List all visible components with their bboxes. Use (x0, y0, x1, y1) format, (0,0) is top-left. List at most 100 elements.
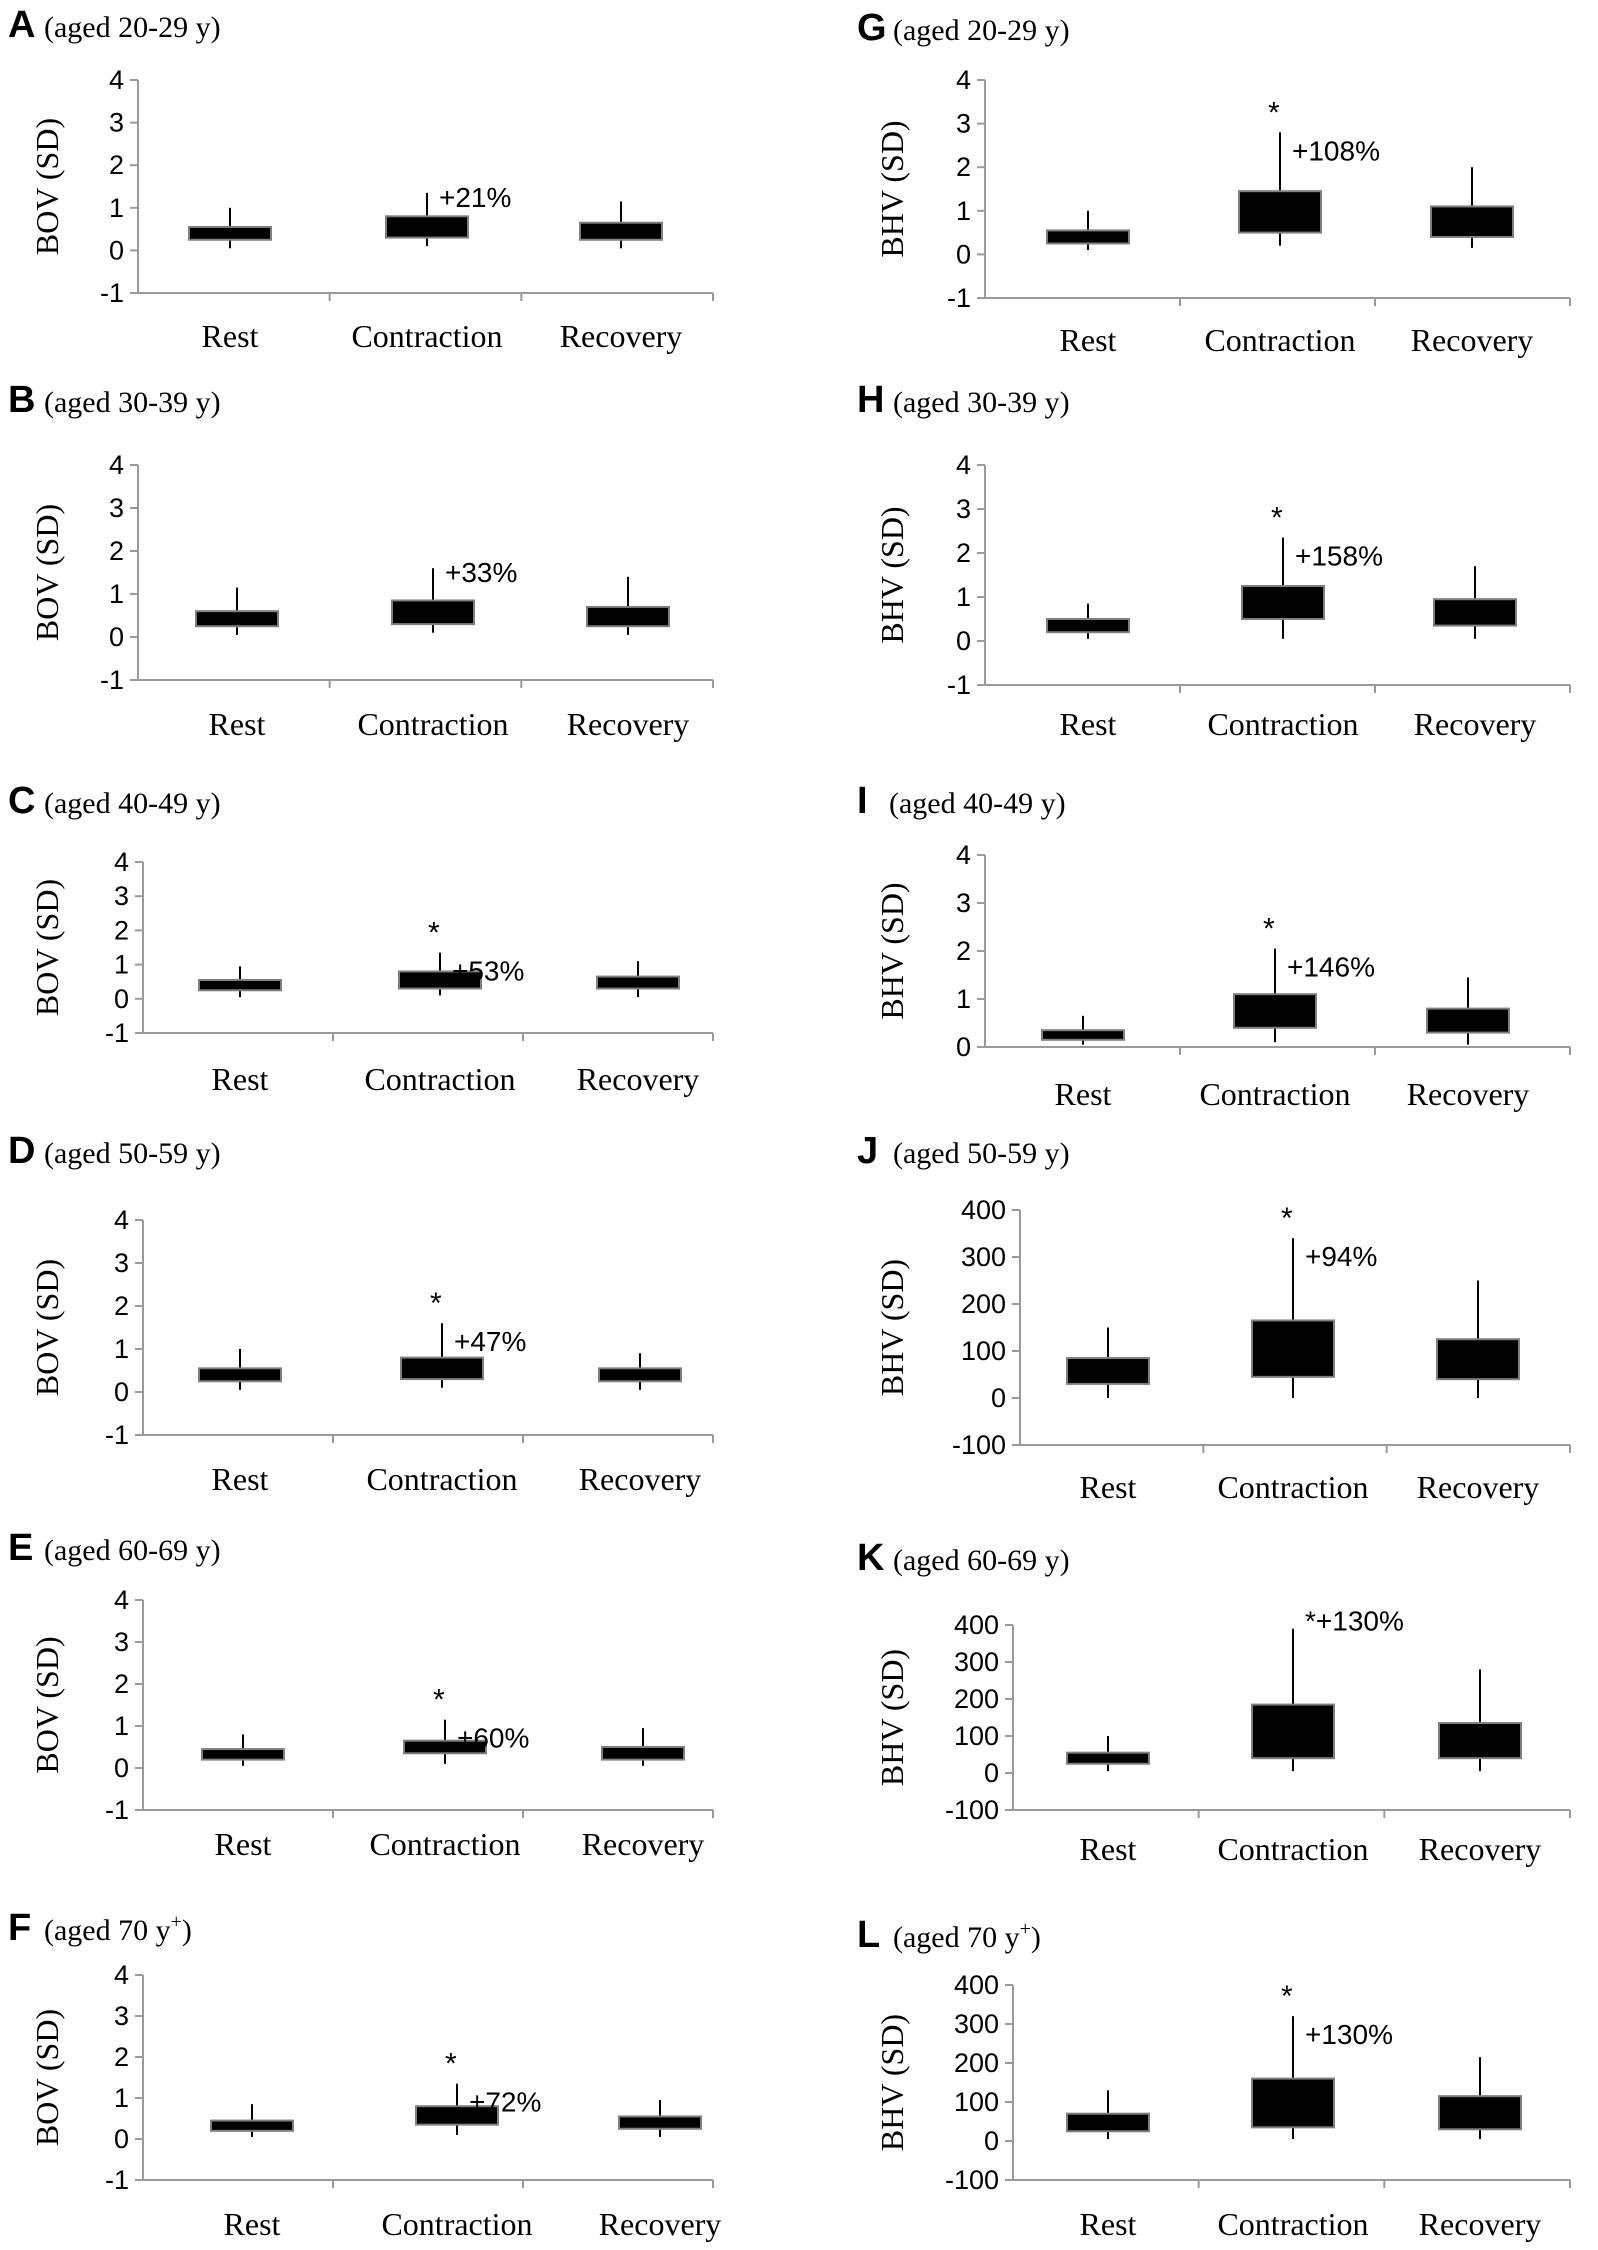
percent-change-label: +33% (445, 557, 517, 588)
y-tick-label: 1 (114, 1334, 129, 1364)
panel-title: (aged 60-69 y) (893, 1544, 1070, 1577)
panel-g: G (aged 20-29 y) BHV (SD) 4 3 2 1 0 -1 Rest Contra… (857, 7, 1571, 358)
category-label: Recovery (1407, 1076, 1530, 1112)
panel-title: (aged 30-39 y) (44, 386, 221, 419)
y-tick-label: -1 (105, 1795, 129, 1825)
box (1066, 1357, 1150, 1385)
category-label: Rest (1060, 706, 1117, 742)
y-axis-label: BHV (SD) (874, 1259, 910, 1396)
y-tick-label: 4 (114, 1960, 129, 1990)
box (1238, 190, 1322, 234)
y-tick-label: 4 (109, 450, 124, 480)
box (598, 1367, 682, 1383)
box (618, 2115, 702, 2130)
y-tick-label: 4 (109, 65, 124, 95)
panel-title: (aged 20-29 y) (893, 14, 1070, 47)
box (198, 978, 282, 992)
y-tick-label: 400 (961, 1195, 1006, 1225)
category-label: Recovery (1417, 1469, 1540, 1505)
panel-a: A (aged 20-29 y) BOV (SD) 4 3 2 1 0 -1 Rest Contra… (8, 4, 714, 354)
y-tick-label: 1 (114, 950, 129, 980)
y-tick-label: -100 (945, 2165, 999, 2195)
category-label: Contraction (1217, 2206, 1368, 2242)
y-tick-label: 400 (954, 1610, 999, 1640)
category-label: Recovery (560, 318, 683, 354)
y-tick-label: 3 (109, 493, 124, 523)
category-label: Recovery (1414, 706, 1537, 742)
panel-e: E (aged 60-69 y) BOV (SD) 4 3 2 1 0 -1 Rest Contra… (8, 1527, 714, 1862)
panel-title-text: (aged 40-49 y) (889, 787, 1066, 820)
y-tick-label: -100 (945, 1795, 999, 1825)
category-label: Rest (1080, 1831, 1137, 1867)
panel-title: (aged 30-39 y) (893, 386, 1070, 419)
percent-change-label: +72% (469, 2087, 541, 2118)
y-tick-label: 2 (114, 915, 129, 945)
box (198, 1367, 282, 1383)
category-label: Rest (1080, 1469, 1137, 1505)
box (1426, 1007, 1510, 1034)
y-tick-label: 1 (114, 2083, 129, 2113)
y-axis-label: BOV (SD) (29, 1259, 65, 1396)
category-label: Contraction (1204, 322, 1355, 358)
panel-title: (aged 20-29 y) (44, 11, 221, 44)
panel-title-text: (aged 30-39 y) (44, 386, 221, 419)
panel-title-text: (aged 20-29 y) (893, 14, 1070, 47)
y-tick-label: 2 (109, 536, 124, 566)
category-label: Contraction (1217, 1469, 1368, 1505)
y-tick-label: 4 (114, 1585, 129, 1615)
y-tick-label: 0 (991, 1383, 1006, 1413)
y-tick-label: 0 (984, 2126, 999, 2156)
percent-change-label: +158% (1295, 541, 1383, 572)
category-label: Rest (215, 1826, 272, 1862)
panel-letter: C (8, 780, 35, 822)
y-tick-label: 1 (114, 1711, 129, 1741)
panel-title-text: (aged 30-39 y) (893, 386, 1070, 419)
panel-title-text: (aged 60-69 y) (893, 1544, 1070, 1577)
box (400, 1356, 484, 1381)
significance-star: * (1268, 96, 1280, 129)
category-label: Contraction (357, 706, 508, 742)
box (1251, 1319, 1335, 1378)
y-tick-label: -100 (952, 1430, 1006, 1460)
y-tick-label: 0 (114, 2124, 129, 2154)
y-tick-label: -1 (105, 1018, 129, 1048)
box (1438, 1722, 1522, 1760)
category-label: Contraction (366, 1461, 517, 1497)
significance-star: * (433, 1684, 445, 1717)
box (201, 1748, 285, 1761)
y-tick-label: 4 (956, 840, 971, 870)
significance-star: * (1271, 502, 1283, 535)
y-tick-label: 4 (956, 450, 971, 480)
y-tick-label: 2 (114, 2042, 129, 2072)
panel-letter: E (8, 1527, 33, 1569)
box (586, 605, 670, 628)
box (1438, 2095, 1522, 2131)
box (1436, 1338, 1520, 1381)
y-tick-label: 300 (954, 1647, 999, 1677)
panel-letter: L (857, 1914, 880, 1956)
percent-change-label: +60% (457, 1723, 529, 1754)
y-tick-label: 0 (114, 1753, 129, 1783)
y-axis-label: BOV (SD) (29, 118, 65, 255)
category-label: Recovery (577, 1061, 700, 1097)
y-tick-label: 1 (109, 193, 124, 223)
box (1251, 1703, 1335, 1760)
category-label: Contraction (381, 2206, 532, 2242)
box (1041, 1029, 1125, 1041)
box (1066, 1751, 1150, 1765)
y-tick-label: 0 (956, 239, 971, 269)
y-tick-label: -1 (100, 665, 124, 695)
box (415, 2105, 499, 2126)
y-tick-label: 100 (954, 2087, 999, 2117)
y-tick-label: 4 (114, 1205, 129, 1235)
panel-letter: I (857, 780, 868, 822)
y-tick-label: 200 (954, 1684, 999, 1714)
box (403, 1739, 487, 1755)
y-tick-label: 100 (961, 1336, 1006, 1366)
y-tick-label: 4 (956, 65, 971, 95)
box (1241, 585, 1325, 620)
y-axis-label: BHV (SD) (874, 506, 910, 643)
panel-title-text: (aged 50-59 y) (893, 1137, 1070, 1170)
y-tick-label: 0 (114, 1377, 129, 1407)
